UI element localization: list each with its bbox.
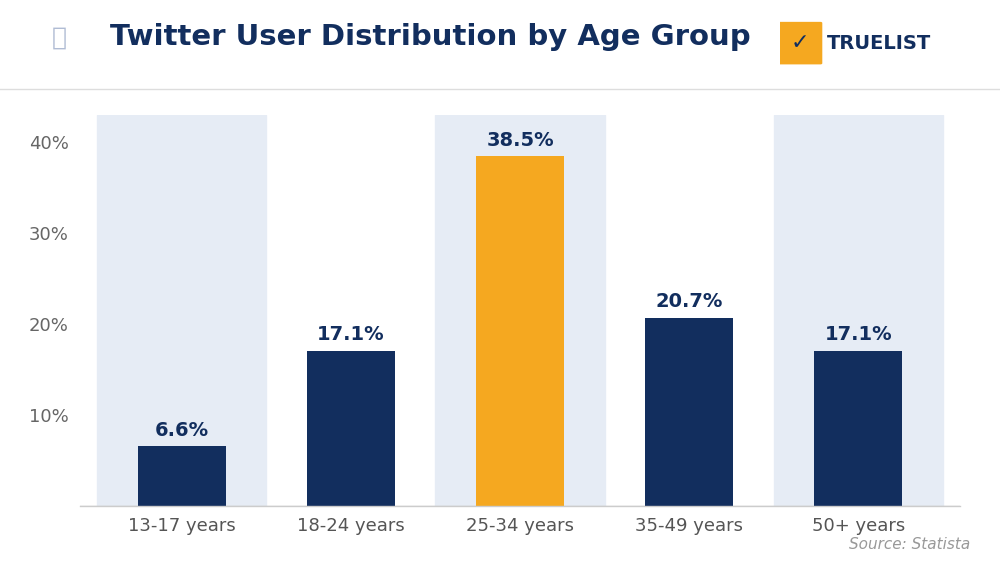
- Bar: [814, 351, 902, 506]
- Text: 17.1%: 17.1%: [825, 325, 892, 344]
- Text: 20.7%: 20.7%: [656, 293, 723, 312]
- Bar: [307, 351, 395, 506]
- Text: Twitter User Distribution by Age Group: Twitter User Distribution by Age Group: [110, 24, 751, 51]
- Text: TRUELIST: TRUELIST: [827, 33, 931, 53]
- Text: 👫: 👫: [52, 25, 67, 49]
- Text: 38.5%: 38.5%: [486, 131, 554, 150]
- Bar: [774, 115, 943, 506]
- FancyBboxPatch shape: [778, 22, 822, 64]
- Bar: [476, 156, 564, 506]
- Text: 6.6%: 6.6%: [154, 421, 209, 440]
- Bar: [645, 318, 733, 506]
- Text: 17.1%: 17.1%: [317, 325, 385, 344]
- Bar: [138, 446, 226, 506]
- Bar: [435, 115, 605, 506]
- Bar: [97, 115, 266, 506]
- Text: ✓: ✓: [791, 33, 810, 53]
- Text: Source: Statista: Source: Statista: [849, 537, 970, 552]
